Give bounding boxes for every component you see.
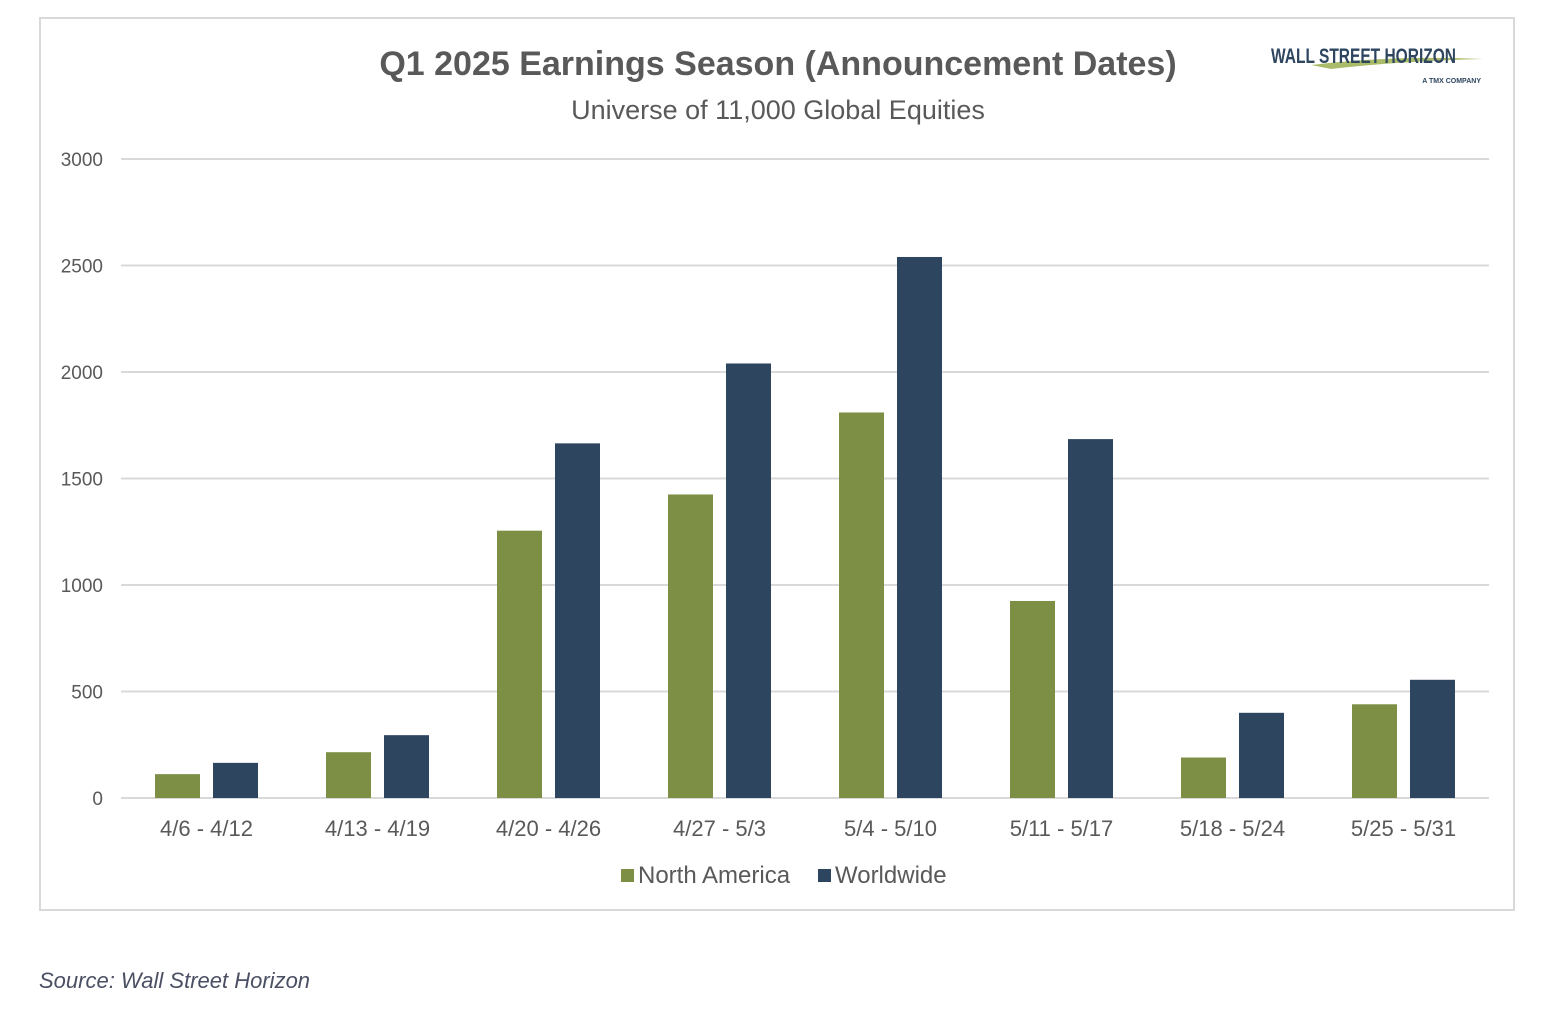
bar-worldwide-4 — [897, 256, 942, 798]
x-axis-ticks: 4/6 - 4/12 4/13 - 4/19 4/20 - 4/26 4/27 - 5… — [160, 816, 1456, 841]
bars — [155, 256, 1455, 798]
x-tick-label: 5/18 - 5/24 — [1180, 816, 1285, 841]
wall-street-horizon-logo: WALL STREET HORIZON A TMX COMPANY — [1271, 45, 1483, 85]
bar-worldwide-1 — [384, 735, 429, 798]
bar-north-america-6 — [1181, 757, 1226, 798]
bar-north-america-7 — [1352, 704, 1397, 798]
y-tick-label: 3000 — [61, 150, 103, 171]
bar-north-america-2 — [497, 530, 542, 798]
legend-swatch-north-america — [621, 869, 634, 882]
x-tick-label: 4/27 - 5/3 — [673, 816, 766, 841]
x-tick-label: 4/20 - 4/26 — [496, 816, 601, 841]
legend-swatch-worldwide — [818, 869, 831, 882]
y-tick-label: 2500 — [61, 257, 103, 278]
bar-worldwide-6 — [1239, 712, 1284, 798]
legend-label-north-america: North America — [638, 862, 791, 889]
chart-subtitle: Universe of 11,000 Global Equities — [571, 95, 985, 125]
bar-north-america-1 — [326, 752, 371, 798]
legend: North America Worldwide — [621, 862, 947, 889]
bar-north-america-5 — [1010, 600, 1055, 798]
y-tick-label: 0 — [92, 789, 103, 810]
x-tick-label: 5/11 - 5/17 — [1010, 816, 1114, 841]
bar-worldwide-7 — [1410, 679, 1455, 798]
y-tick-label: 500 — [71, 683, 103, 704]
y-tick-label: 1500 — [61, 470, 103, 491]
legend-label-worldwide: Worldwide — [835, 862, 947, 889]
bar-north-america-3 — [668, 494, 713, 798]
logo-line1: WALL STREET HORIZON — [1271, 45, 1456, 68]
x-tick-label: 5/4 - 5/10 — [844, 816, 937, 841]
bar-worldwide-0 — [213, 762, 258, 798]
y-tick-label: 2000 — [61, 363, 103, 384]
bar-north-america-0 — [155, 774, 200, 798]
x-tick-label: 5/25 - 5/31 — [1351, 816, 1456, 841]
y-tick-label: 1000 — [61, 576, 103, 597]
source-note: Source: Wall Street Horizon — [39, 968, 311, 993]
bar-worldwide-3 — [726, 363, 771, 798]
grid-layer — [121, 158, 1489, 799]
x-tick-label: 4/6 - 4/12 — [160, 816, 253, 841]
logo-swoosh — [1311, 57, 1483, 69]
bar-worldwide-5 — [1068, 439, 1113, 798]
chart-svg: Q1 2025 Earnings Season (Announcement Da… — [61, 45, 1489, 889]
logo-line2: A TMX COMPANY — [1422, 78, 1481, 85]
x-tick-label: 4/13 - 4/19 — [325, 816, 430, 841]
chart-frame: Q1 2025 Earnings Season (Announcement Da… — [39, 17, 1515, 911]
chart-title: Q1 2025 Earnings Season (Announcement Da… — [379, 45, 1176, 83]
bar-north-america-4 — [839, 412, 884, 798]
y-axis-ticks: 0 500 1000 1500 2000 2500 3000 — [61, 150, 103, 810]
bar-worldwide-2 — [555, 443, 600, 798]
